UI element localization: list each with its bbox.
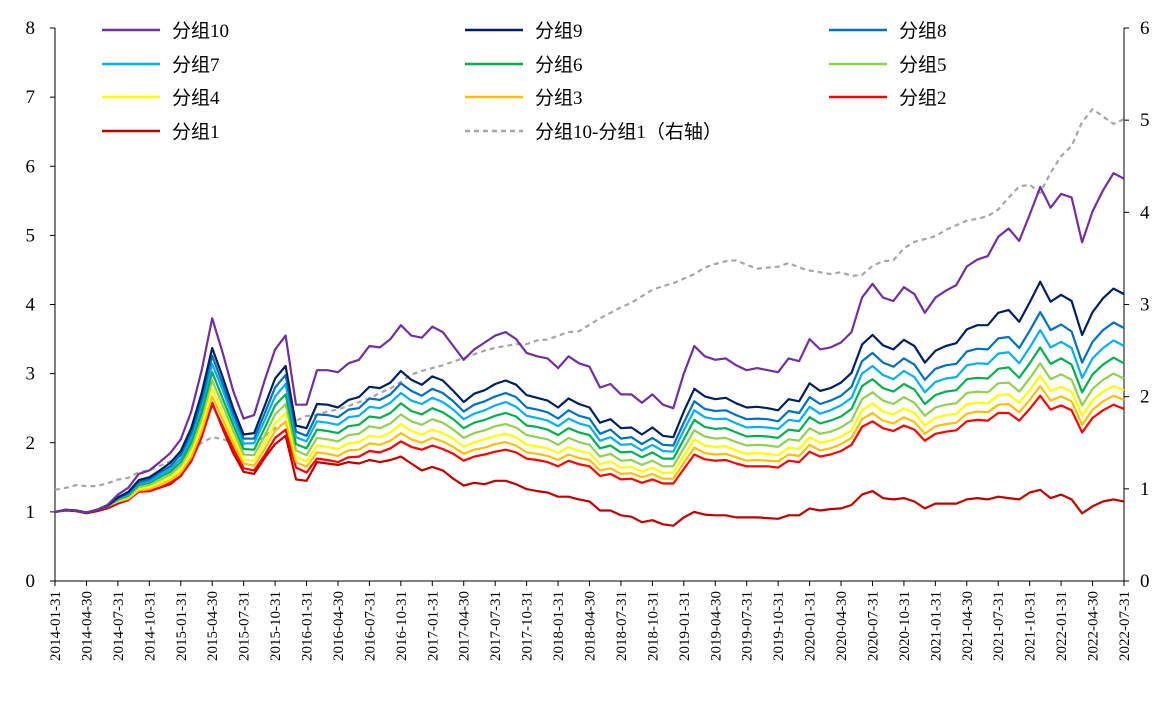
- x-tick-label: 2018-04-30: [583, 591, 599, 661]
- y-right-tick-label: 0: [1140, 571, 1150, 592]
- legend-label: 分组10: [172, 20, 229, 42]
- series-line-group-9: [54, 280, 1125, 514]
- series-line-group-6: [54, 346, 1125, 514]
- y-right-tick-label: 2: [1140, 387, 1150, 408]
- y-left-tick-label: 0: [26, 571, 36, 592]
- x-tick-label: 2016-07-31: [362, 591, 378, 661]
- y-right-tick-label: 1: [1140, 479, 1150, 500]
- y-left-tick-label: 3: [26, 364, 36, 385]
- y-right-tick-label: 5: [1140, 110, 1150, 131]
- legend-label: 分组7: [172, 54, 220, 76]
- axes: 0 1 2 3 4 5 6 7 8 0 1 2 3 4 5 6 2014-01-31 2014-04-30 2014…: [26, 18, 1151, 661]
- x-tick-label: 2020-01-31: [803, 591, 819, 661]
- x-tick-label: 2017-01-31: [425, 591, 441, 661]
- series-line-group-2: [54, 394, 1125, 514]
- legend-label: 分组8: [899, 20, 947, 42]
- series-line-group-10: [54, 172, 1125, 514]
- y-left-tick-label: 1: [26, 502, 36, 523]
- x-tick-label: 2022-04-30: [1086, 591, 1102, 661]
- series-line-group-5: [54, 362, 1125, 514]
- x-tick-label: 2016-10-31: [394, 591, 410, 661]
- legend-label: 分组4: [172, 87, 220, 109]
- legend: 分组10 分组9 分组8 分组7 分组6 分组5 分组4 分组3 分组2 分组1 分组10-分组1（…: [102, 20, 947, 143]
- x-tick-label: 2018-01-31: [551, 591, 567, 661]
- x-tick-label: 2015-07-31: [237, 591, 253, 661]
- series-line-group-1: [54, 401, 1125, 527]
- legend-label: 分组1: [172, 121, 220, 143]
- legend-label: 分组2: [899, 87, 947, 109]
- series-line-group-7: [54, 329, 1125, 514]
- legend-label: 分组5: [899, 54, 947, 76]
- x-tick-label: 2015-04-30: [205, 591, 221, 661]
- x-tick-label: 2021-10-31: [1023, 591, 1039, 661]
- x-tick-label: 2020-04-30: [834, 591, 850, 661]
- y-left-tick-label: 5: [26, 225, 36, 246]
- x-tick-label: 2019-04-30: [708, 591, 724, 661]
- x-tick-label: 2021-07-31: [991, 591, 1007, 661]
- y-left-tick-label: 7: [26, 87, 36, 108]
- x-tick-label: 2014-07-31: [111, 591, 127, 661]
- series-lines: [54, 107, 1125, 527]
- x-tick-label: 2014-01-31: [48, 591, 64, 661]
- y-right-tick-label: 4: [1140, 202, 1150, 223]
- x-tick-label: 2015-01-31: [174, 591, 190, 661]
- x-tick-label: 2020-07-31: [865, 591, 881, 661]
- x-tick-label: 2016-01-31: [300, 591, 316, 661]
- y-left-tick-label: 2: [26, 433, 36, 454]
- x-tick-label: 2014-04-30: [79, 591, 95, 661]
- series-line-group-8: [54, 311, 1125, 514]
- legend-label: 分组6: [535, 54, 583, 76]
- legend-label: 分组10-分组1（右轴）: [535, 121, 722, 143]
- y-left-tick-label: 6: [26, 156, 36, 177]
- x-tick-label: 2016-04-30: [331, 591, 347, 661]
- x-tick-label: 2015-10-31: [268, 591, 284, 661]
- x-tick-label: 2018-07-31: [614, 591, 630, 661]
- x-tick-label: 2020-10-31: [897, 591, 913, 661]
- y-left-tick-label: 4: [26, 295, 36, 316]
- x-tick-label: 2014-10-31: [142, 591, 158, 661]
- x-tick-label: 2021-04-30: [960, 591, 976, 661]
- x-tick-label: 2017-04-30: [457, 591, 473, 661]
- x-tick-label: 2017-07-31: [488, 591, 504, 661]
- y-right-tick-label: 6: [1140, 18, 1150, 39]
- x-tick-label: 2017-10-31: [520, 591, 536, 661]
- legend-label: 分组3: [535, 87, 583, 109]
- x-tick-label: 2022-07-31: [1117, 591, 1133, 661]
- x-tick-label: 2019-01-31: [677, 591, 693, 661]
- series-line-group-3: [54, 385, 1125, 514]
- series-line-group-4: [54, 374, 1125, 514]
- x-tick-label: 2019-07-31: [740, 591, 756, 661]
- x-tick-label: 2022-01-31: [1054, 591, 1070, 661]
- series-line-spread: [54, 107, 1125, 491]
- x-tick-label: 2019-10-31: [771, 591, 787, 661]
- y-right-tick-label: 3: [1140, 295, 1150, 316]
- x-tick-label: 2021-01-31: [928, 591, 944, 661]
- legend-label: 分组9: [535, 20, 583, 42]
- x-tick-label: 2018-10-31: [645, 591, 661, 661]
- y-left-tick-label: 8: [26, 18, 36, 39]
